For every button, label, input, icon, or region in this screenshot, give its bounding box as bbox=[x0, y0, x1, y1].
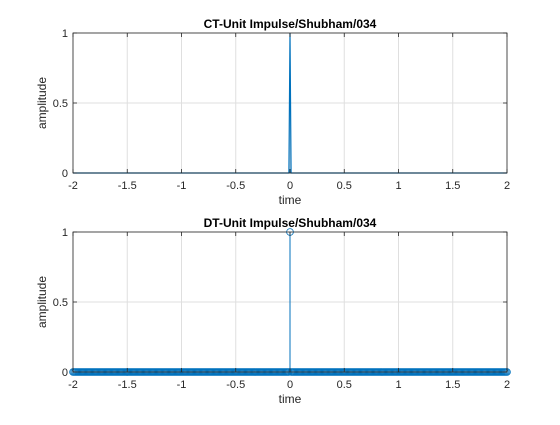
chart-title: CT-Unit Impulse/Shubham/034 bbox=[204, 17, 377, 31]
x-tick-label: -0.5 bbox=[226, 379, 245, 391]
x-tick-label: -1.5 bbox=[118, 180, 137, 192]
x-tick-label: 1.5 bbox=[445, 180, 460, 192]
x-tick-label: 0 bbox=[287, 180, 293, 192]
x-tick-label: 1 bbox=[395, 379, 401, 391]
x-tick-label: -2 bbox=[68, 180, 78, 192]
x-tick-label: 2 bbox=[504, 180, 510, 192]
x-tick-label: 1.5 bbox=[445, 379, 460, 391]
y-tick-label: 0.5 bbox=[53, 297, 68, 309]
y-tick-label: 1 bbox=[62, 28, 68, 40]
x-tick-label: -2 bbox=[68, 379, 78, 391]
x-tick-label: -0.5 bbox=[226, 180, 245, 192]
x-axis-label: time bbox=[279, 392, 302, 406]
x-tick-label: -1 bbox=[177, 180, 187, 192]
y-axis-label: amplitude bbox=[35, 77, 49, 129]
y-tick-label: 0 bbox=[62, 168, 68, 180]
x-tick-label: 0 bbox=[287, 379, 293, 391]
dt-impulse-plot: -2 -1.5 -1 -0.5 0 0.5 1 1.5 2 0 0.5 1 DT-Unit Impuls… bbox=[35, 216, 511, 406]
x-tick-label: 2 bbox=[504, 379, 510, 391]
x-axis-label: time bbox=[279, 193, 302, 207]
y-tick-label: 0 bbox=[62, 367, 68, 379]
x-tick-label: 1 bbox=[395, 180, 401, 192]
x-tick-label: 0.5 bbox=[337, 379, 352, 391]
y-axis-label: amplitude bbox=[35, 276, 49, 328]
x-tick-label: 0.5 bbox=[337, 180, 352, 192]
chart-title: DT-Unit Impulse/Shubham/034 bbox=[204, 216, 377, 230]
y-tick-label: 1 bbox=[62, 227, 68, 239]
x-tick-label: -1.5 bbox=[118, 379, 137, 391]
x-tick-label: -1 bbox=[177, 379, 187, 391]
ct-impulse-plot: -2 -1.5 -1 -0.5 0 0.5 1 1.5 2 0 0.5 1 CT-Unit Impuls… bbox=[35, 17, 510, 207]
y-tick-label: 0.5 bbox=[53, 98, 68, 110]
